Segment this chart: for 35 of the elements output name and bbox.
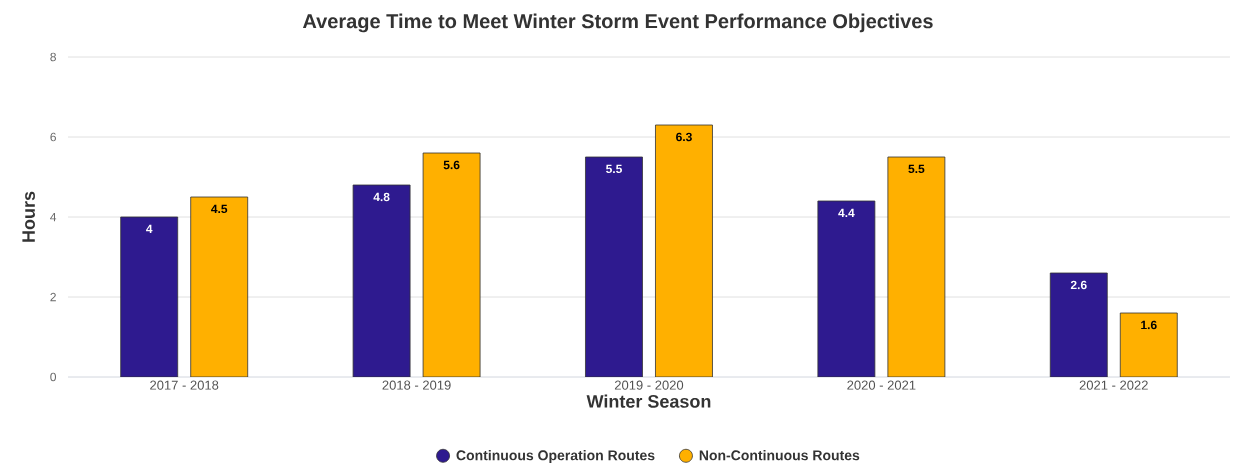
data-label: 2.6 — [1070, 280, 1087, 290]
bar — [887, 156, 946, 377]
x-tick-label: 2018 - 2019 — [382, 380, 451, 390]
y-axis-title: Hours — [22, 191, 35, 242]
y-tick-label: 4 — [50, 212, 57, 222]
bar — [1119, 312, 1178, 377]
bar — [1049, 272, 1108, 377]
x-tick-label: 2017 - 2018 — [150, 380, 219, 390]
x-tick-label: 2021 - 2022 — [1079, 380, 1148, 390]
data-label: 5.5 — [908, 164, 925, 174]
y-tick-label: 6 — [50, 132, 56, 142]
data-label: 4.8 — [373, 192, 390, 202]
bar — [817, 200, 876, 377]
data-label: 4.4 — [838, 208, 855, 217]
data-label: 6.3 — [676, 132, 692, 142]
x-tick-label: 2019 - 2020 — [614, 380, 684, 390]
x-axis-title: Winter Season — [586, 394, 711, 408]
data-label: 4.5 — [211, 204, 228, 214]
bar — [655, 124, 713, 377]
y-tick-label: 8 — [50, 52, 56, 62]
bar — [585, 156, 643, 377]
bar — [190, 196, 249, 377]
y-tick-label: 2 — [50, 292, 56, 302]
legend-label: Continuous Operation Routes — [456, 449, 655, 464]
bar — [120, 216, 179, 377]
bar — [422, 152, 481, 377]
x-tick-label: 2020 - 2021 — [847, 380, 916, 390]
data-label: 5.5 — [606, 164, 622, 174]
legend-label: Non-Continuous Routes — [699, 449, 860, 461]
data-label: 1.6 — [1141, 320, 1157, 330]
bar — [352, 184, 411, 377]
data-label: 5.6 — [443, 160, 460, 170]
y-tick-label: 0 — [50, 372, 57, 382]
data-label: 4 — [146, 224, 153, 233]
chart-title: Average Time to Meet Winter Storm Event Performance Objectives — [302, 13, 933, 33]
